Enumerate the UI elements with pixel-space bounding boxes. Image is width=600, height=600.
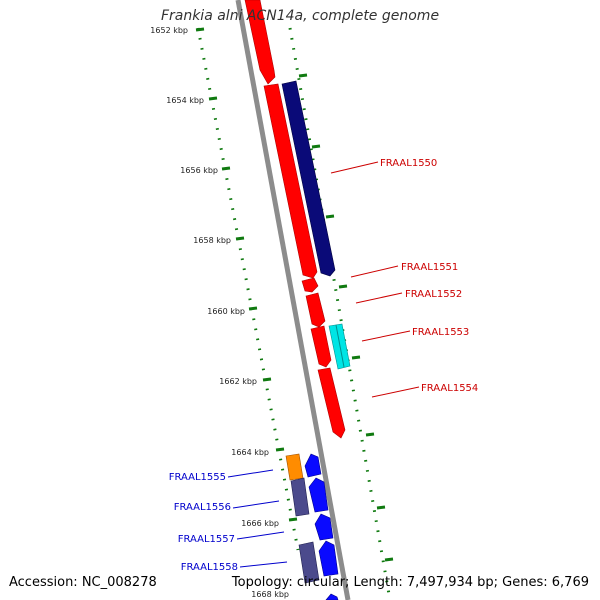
ruler-label-1656: 1656 kbp <box>180 166 218 175</box>
ruler-label-1662: 1662 kbp <box>219 377 257 386</box>
gene-arrow-fraal1557[interactable] <box>314 513 334 541</box>
genome-backbone <box>235 0 351 600</box>
gene-fraal1553-divider <box>335 324 345 368</box>
genome-summary-text: Topology: circular; Length: 7,497,934 bp… <box>231 575 589 590</box>
gene-label-fraal1551[interactable]: FRAAL1551 <box>401 262 458 273</box>
inner-major-ticks <box>298 73 394 562</box>
gene-label-fraal1554[interactable]: FRAAL1554 <box>421 383 478 394</box>
ruler-label-1652: 1652 kbp <box>150 26 188 35</box>
left-leader-lines <box>227 469 288 568</box>
gene-arrow-fraal1554[interactable] <box>317 367 346 439</box>
gene-arrow-red-mid[interactable] <box>310 325 332 368</box>
accession-text: Accession: NC_008278 <box>9 575 157 590</box>
ruler-label-1668: 1668 kbp <box>251 590 289 599</box>
gene-arrow-fraal1556-blue[interactable] <box>308 477 329 513</box>
gene-arrow-fraal1551[interactable] <box>301 277 319 293</box>
gene-label-fraal1558[interactable]: FRAAL1558 <box>181 562 238 573</box>
gene-label-fraal1553[interactable]: FRAAL1553 <box>412 327 469 338</box>
ruler-label-1658: 1658 kbp <box>193 236 231 245</box>
gene-arrow-fraal1552[interactable] <box>305 292 326 328</box>
ruler-label-1660: 1660 kbp <box>207 307 245 316</box>
gene-arrow-blue-edge[interactable] <box>325 593 339 600</box>
gene-label-fraal1550[interactable]: FRAAL1550 <box>380 158 437 169</box>
gene-arrow-fraal1556[interactable] <box>290 477 310 517</box>
ruler-label-1666: 1666 kbp <box>241 519 279 528</box>
gene-label-fraal1552[interactable]: FRAAL1552 <box>405 289 462 300</box>
gene-label-fraal1557[interactable]: FRAAL1557 <box>178 534 235 545</box>
gene-arrow-fraal1553[interactable] <box>328 323 351 370</box>
gene-arrow-fraal1550-strand[interactable] <box>263 83 318 279</box>
outer-ruler-track <box>196 27 300 551</box>
gene-label-fraal1555[interactable]: FRAAL1555 <box>169 472 226 483</box>
gene-label-fraal1556[interactable]: FRAAL1556 <box>174 502 231 513</box>
map-title: Frankia alni ACN14a, complete genome <box>160 8 440 24</box>
gene-arrow-orange[interactable] <box>285 453 304 481</box>
gene-arrow-red-top[interactable] <box>244 0 276 85</box>
gene-arrow-fraal1558[interactable] <box>298 541 320 584</box>
ruler-label-1664: 1664 kbp <box>231 448 269 457</box>
gene-arrow-fraal1550[interactable] <box>281 80 336 277</box>
gene-arrow-blue-bottom[interactable] <box>318 540 339 577</box>
ruler-label-1654: 1654 kbp <box>166 96 204 105</box>
gene-arrow-fraal1555[interactable] <box>304 453 322 478</box>
right-leader-lines <box>330 161 420 398</box>
outer-major-ticks <box>195 27 298 522</box>
